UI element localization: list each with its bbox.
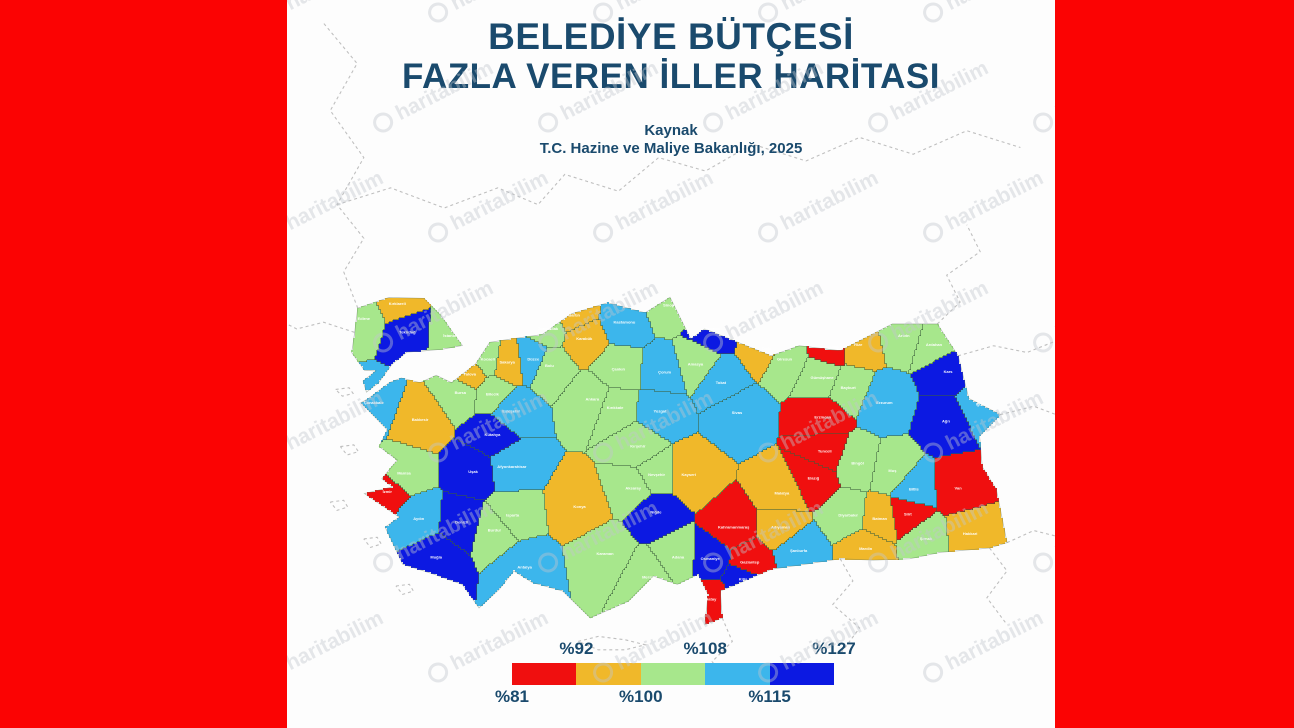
title-block: BELEDİYE BÜTÇESİ FAZLA VEREN İLLER HARİT… (287, 16, 1055, 97)
legend-tick-pct92: %92 (559, 639, 594, 658)
page-title-line1: BELEDİYE BÜTÇESİ (488, 16, 854, 57)
legend-segment-green (640, 663, 706, 685)
legend-tick-pct100: %100 (619, 687, 663, 706)
legend-tick-pct81: %81 (494, 687, 530, 706)
legend-segment-red (512, 663, 577, 685)
legend: %81 %92 %100 %108 %115 %127 (495, 639, 856, 710)
left-red-bar (0, 0, 287, 728)
page-title-line2: FAZLA VEREN İLLER HARİTASI (402, 57, 940, 97)
source-text: T.C. Hazine ve Maliye Bakanlığı, 2025 (539, 140, 803, 157)
legend-color-bar (512, 663, 835, 685)
legend-segment-lightblue (705, 663, 770, 685)
legend-tick-pct115: %115 (748, 687, 791, 706)
legend-tick-pct127: %127 (812, 639, 856, 658)
legend-segment-orange (576, 663, 641, 685)
legend-segment-darkblue (769, 663, 835, 685)
source-block: Kaynak T.C. Hazine ve Maliye Bakanlığı, … (287, 122, 1055, 157)
legend-tick-pct108: %108 (683, 639, 727, 658)
turkey-choropleth-map (287, 0, 1055, 728)
right-red-bar (1055, 0, 1294, 728)
source-label: Kaynak (644, 122, 698, 139)
map-panel: BELEDİYE BÜTÇESİ FAZLA VEREN İLLER HARİT… (287, 0, 1055, 728)
